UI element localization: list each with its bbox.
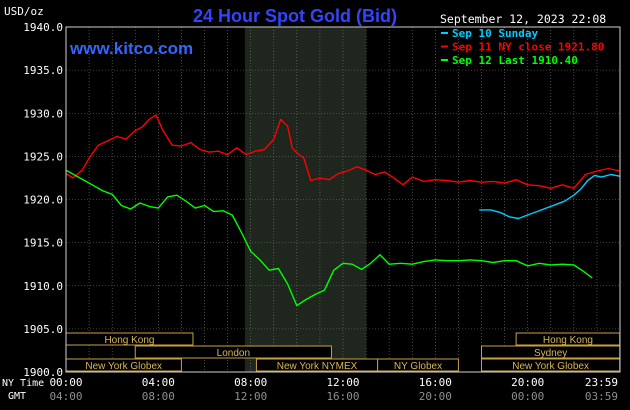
x-tick-label-gmt: 12:00 [234,390,267,403]
timestamp: September 12, 2023 22:08 [440,12,606,26]
y-tick-label: 1910.0 [23,280,63,293]
x-tick-label-ny: 00:00 [49,376,82,389]
nymex-highlight-band [244,27,367,372]
session-bar-label: New York NYMEX [277,361,358,372]
session-bar: New York NYMEX [255,358,379,372]
x-axis-label-gmt: GMT [8,391,26,402]
x-tick-label-gmt: 20:00 [419,390,452,403]
chart-title: 24 Hour Spot Gold (Bid) [193,6,397,26]
x-tick-label-ny: 23:59 [585,376,618,389]
session-bar-label: Hong Kong [543,335,593,346]
session-bar: Hong Kong [515,332,621,346]
session-bar-label: New York Globex [85,361,162,372]
x-tick-label-gmt: 03:59 [585,390,618,403]
session-bar-label: New York Globex [512,361,589,372]
plot-frame [65,26,621,373]
x-tick-label-gmt: 00:00 [511,390,544,403]
session-bar-label: London [217,348,250,359]
session-bar: Hong Kong [65,332,194,346]
legend-label: Sep 12 Last 1910.40 [452,54,578,67]
session-bar-label: Hong Kong [104,335,154,346]
x-tick-label-ny: 12:00 [326,376,359,389]
y-tick-label: 1925.0 [23,150,63,163]
y-tick-label: 1900.0 [23,366,63,379]
x-tick-label-gmt: 04:00 [49,390,82,403]
session-bar-label: Sydney [534,348,567,359]
series-line-1 [479,173,620,220]
session-bar: New York Globex [481,358,621,372]
session-bar: NY Globex [377,358,459,372]
series-line-3 [65,169,593,307]
x-tick-label-ny: 16:00 [419,376,452,389]
y-tick-label: 1920.0 [23,194,63,207]
legend-label: Sep 10 Sunday [452,27,538,40]
legend-entry: Sep 10 Sunday [441,27,538,40]
session-bar-box [134,345,332,359]
series-line-2 [65,114,620,190]
x-tick-label-gmt: 16:00 [326,390,359,403]
y-axis-unit: USD/oz [4,5,44,18]
y-tick-label: 1935.0 [23,64,63,77]
watermark-link[interactable]: www.kitco.com [69,39,193,58]
session-bar: New York Globex [65,358,182,372]
y-tick-label: 1930.0 [23,107,63,120]
legend-entry: Sep 11 NY close 1921.80 [441,41,604,54]
session-bar: Sydney [481,345,621,359]
legend-entry: Sep 12 Last 1910.40 [441,54,578,67]
y-tick-label: 1915.0 [23,237,63,250]
x-tick-label-ny: 04:00 [142,376,175,389]
x-tick-label-ny: 20:00 [511,376,544,389]
x-axis-label-ny: NY Time [2,378,44,389]
y-tick-label: 1940.0 [23,21,63,34]
y-tick-label: 1905.0 [23,323,63,336]
x-tick-label-gmt: 08:00 [142,390,175,403]
session-bar-box [377,358,459,372]
session-bar-label: NY Globex [394,361,442,372]
legend-label: Sep 11 NY close 1921.80 [452,41,604,54]
session-bar: London [134,345,332,359]
x-tick-label-ny: 08:00 [234,376,267,389]
